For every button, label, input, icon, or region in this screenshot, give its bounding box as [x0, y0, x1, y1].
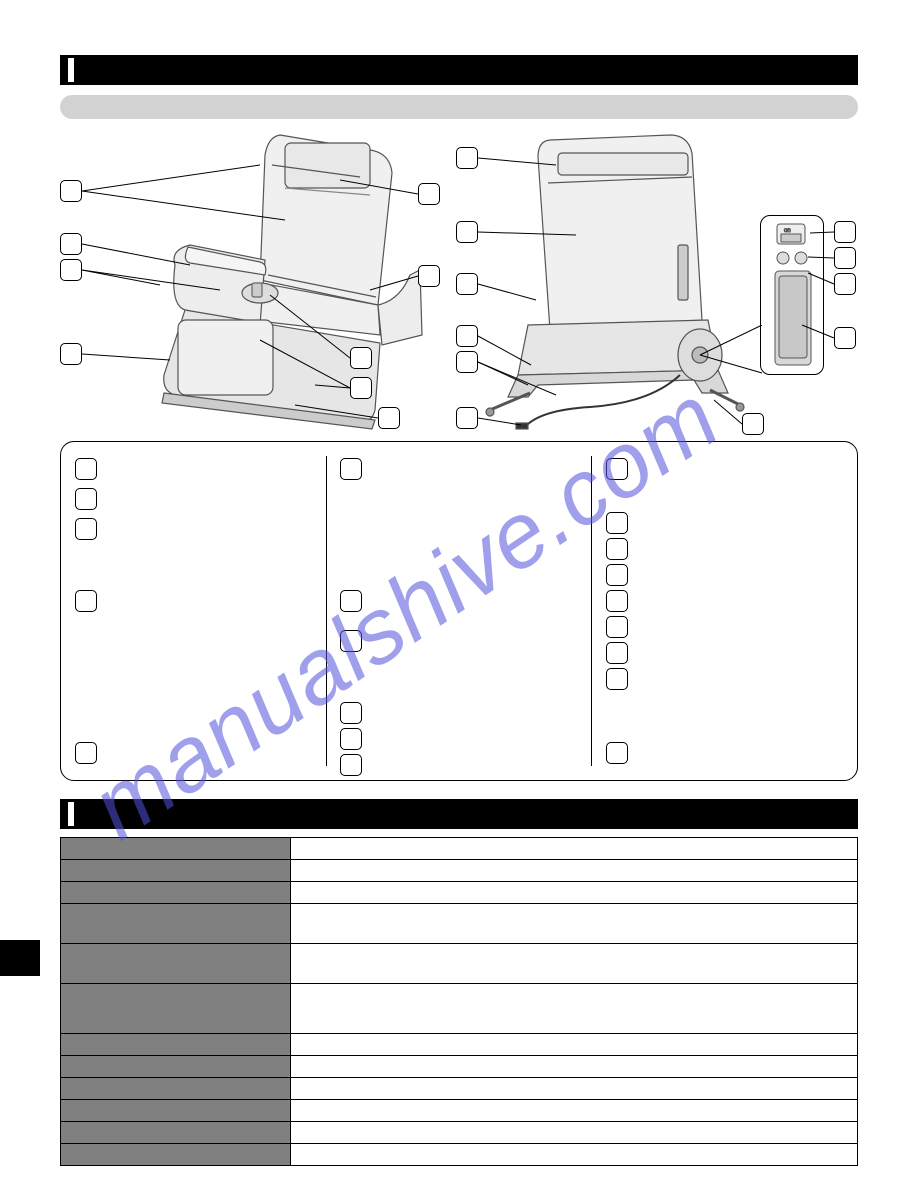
table-row: [61, 1078, 858, 1100]
spec-value: [291, 904, 858, 944]
callout-box: [834, 221, 856, 243]
spec-label: [61, 1078, 291, 1100]
callout-box: [456, 147, 478, 169]
legend-item: [606, 668, 628, 690]
chair-front-illustration: [100, 125, 440, 435]
page-side-tab: [0, 940, 40, 976]
spec-value: [291, 1122, 858, 1144]
legend-item: [606, 538, 628, 560]
callout-box: [350, 377, 372, 399]
callout-box: [60, 343, 82, 365]
callout-box: [742, 413, 764, 435]
callout-box: [60, 259, 82, 281]
callout-box: [456, 221, 478, 243]
spec-label: [61, 860, 291, 882]
section-2-header: [60, 799, 858, 829]
legend-item: [606, 590, 628, 612]
callout-box: [456, 407, 478, 429]
callout-box: [456, 351, 478, 373]
legend-item: [75, 742, 97, 764]
spec-label: [61, 882, 291, 904]
section-marker: [68, 58, 74, 82]
callout-box: [834, 273, 856, 295]
legend-item: [75, 518, 97, 540]
spec-value: [291, 1034, 858, 1056]
legend-col-1: [61, 442, 326, 780]
spec-label: [61, 1100, 291, 1122]
svg-text:on: on: [784, 228, 791, 234]
table-row: [61, 944, 858, 984]
table-row: [61, 1144, 858, 1166]
table-row: [61, 984, 858, 1034]
table-row: [61, 882, 858, 904]
callout-box: [418, 183, 440, 205]
legend-box: [60, 441, 858, 781]
spec-label: [61, 984, 291, 1034]
callout-box: [456, 325, 478, 347]
specifications-table: [60, 837, 858, 1166]
section-marker: [68, 802, 74, 826]
legend-item: [606, 564, 628, 586]
callout-box: [834, 327, 856, 349]
spec-label: [61, 1144, 291, 1166]
legend-item: [606, 512, 628, 534]
legend-item: [75, 488, 97, 510]
spec-value: [291, 984, 858, 1034]
legend-item: [340, 590, 362, 612]
spec-value: [291, 860, 858, 882]
spec-label: [61, 1122, 291, 1144]
legend-col-3: [592, 442, 857, 780]
spec-label: [61, 1034, 291, 1056]
legend-item: [340, 702, 362, 724]
legend-item: [340, 630, 362, 652]
spec-value: [291, 838, 858, 860]
callout-box: [60, 180, 82, 202]
spec-value: [291, 1056, 858, 1078]
power-panel-inset: on: [760, 215, 824, 375]
callout-box: [378, 407, 400, 429]
callout-box: [350, 347, 372, 369]
table-row: [61, 1100, 858, 1122]
page-content: on: [60, 55, 858, 1166]
legend-item: [340, 754, 362, 776]
legend-col-2: [326, 442, 591, 780]
spec-value: [291, 1100, 858, 1122]
spec-value: [291, 882, 858, 904]
legend-item: [75, 458, 97, 480]
table-row: [61, 904, 858, 944]
legend-item: [75, 590, 97, 612]
callout-box: [418, 265, 440, 287]
table-row: [61, 838, 858, 860]
table-row: [61, 1056, 858, 1078]
section-1-subheader: [60, 95, 858, 119]
chair-back-illustration: [470, 125, 750, 435]
table-row: [61, 860, 858, 882]
legend-item: [340, 458, 362, 480]
legend-item: [606, 642, 628, 664]
spec-label: [61, 1056, 291, 1078]
callout-box: [834, 247, 856, 269]
spec-label: [61, 904, 291, 944]
section-1-header: [60, 55, 858, 85]
parts-diagram-area: on: [60, 125, 858, 435]
callout-box: [60, 233, 82, 255]
callout-box: [456, 273, 478, 295]
spec-label: [61, 944, 291, 984]
table-row: [61, 1122, 858, 1144]
spec-value: [291, 944, 858, 984]
legend-item: [606, 616, 628, 638]
spec-value: [291, 1144, 858, 1166]
table-row: [61, 1034, 858, 1056]
legend-item: [340, 728, 362, 750]
spec-label: [61, 838, 291, 860]
legend-item: [606, 458, 628, 480]
legend-item: [606, 742, 628, 764]
spec-value: [291, 1078, 858, 1100]
